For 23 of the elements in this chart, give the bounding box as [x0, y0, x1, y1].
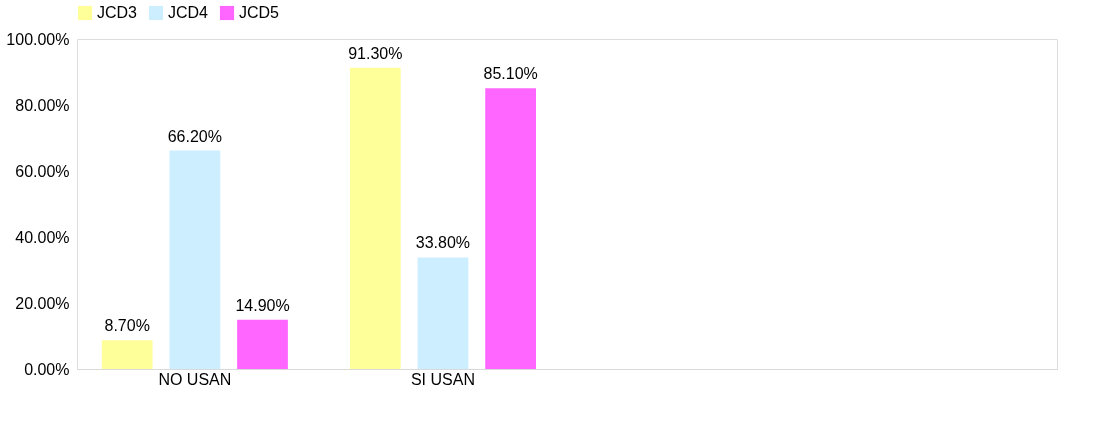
data-label: 85.10%	[483, 65, 538, 83]
y-tick-label: 100.00%	[6, 30, 70, 48]
legend-label: JCD4	[168, 4, 209, 21]
y-tick-label: 60.00%	[15, 162, 70, 180]
bar	[417, 257, 469, 369]
y-tick-label: 0.00%	[24, 360, 70, 378]
y-tick-label: 40.00%	[15, 228, 70, 246]
bar	[349, 67, 401, 369]
data-label: 8.70%	[104, 317, 150, 335]
data-label: 91.30%	[348, 44, 403, 62]
legend-label: JCD3	[97, 4, 138, 21]
bar	[485, 88, 536, 369]
legend-label: JCD5	[239, 4, 280, 21]
bar	[237, 319, 288, 369]
bar	[101, 340, 153, 369]
data-label: 14.90%	[235, 296, 290, 314]
x-tick-label: SI USAN	[410, 370, 475, 388]
data-label: 33.80%	[415, 234, 471, 252]
bar	[169, 150, 221, 369]
y-tick-label: 80.00%	[15, 96, 70, 114]
y-tick-label: 20.00%	[15, 294, 70, 312]
data-label: 66.20%	[167, 127, 222, 145]
x-tick-label: NO USAN	[158, 370, 232, 388]
